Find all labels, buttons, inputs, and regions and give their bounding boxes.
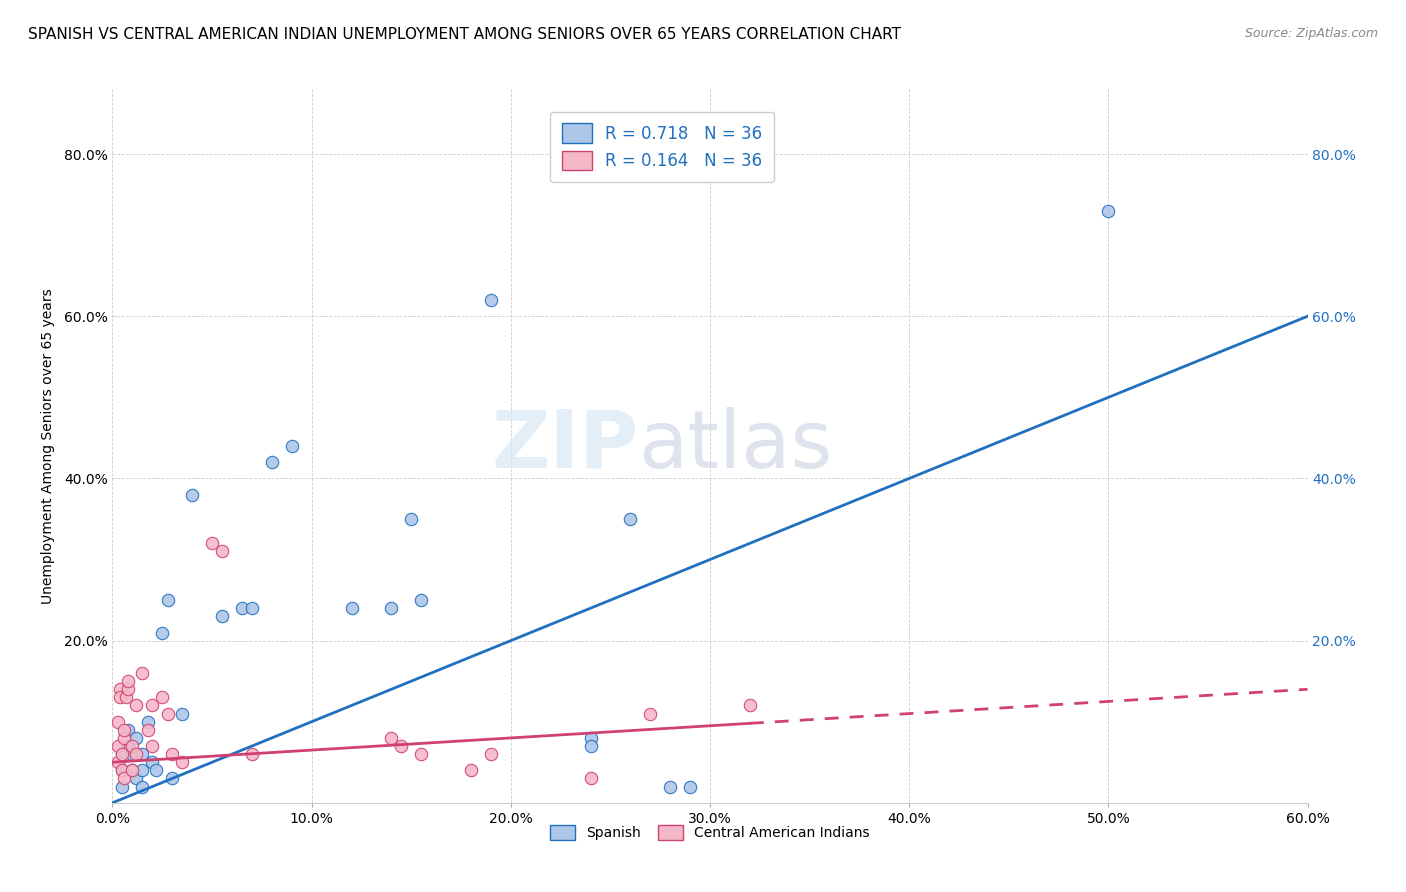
Point	[150, 690, 173, 705]
Point	[157, 593, 180, 607]
Point	[138, 723, 160, 737]
Point	[211, 544, 233, 558]
Point	[115, 690, 138, 705]
Point	[389, 739, 412, 753]
Point	[479, 747, 502, 761]
Point	[121, 764, 143, 778]
Point	[125, 772, 148, 786]
Point	[579, 739, 602, 753]
Point	[141, 739, 163, 753]
Point	[172, 756, 194, 770]
Point	[231, 601, 253, 615]
Y-axis label: Unemployment Among Seniors over 65 years: Unemployment Among Seniors over 65 years	[41, 288, 55, 604]
Point	[131, 666, 153, 681]
Point	[211, 609, 233, 624]
Point	[131, 747, 153, 761]
Point	[401, 512, 423, 526]
Point	[117, 723, 139, 737]
Point	[1097, 203, 1119, 218]
Point	[640, 706, 662, 721]
Point	[150, 625, 173, 640]
Point	[201, 536, 224, 550]
Point	[117, 674, 139, 689]
Point	[260, 455, 283, 469]
Point	[110, 682, 132, 697]
Point	[111, 764, 134, 778]
Point	[138, 714, 160, 729]
Text: atlas: atlas	[638, 407, 832, 485]
Point	[738, 698, 761, 713]
Point	[110, 690, 132, 705]
Point	[111, 764, 134, 778]
Point	[281, 439, 304, 453]
Point	[107, 756, 129, 770]
Point	[121, 764, 143, 778]
Point	[411, 747, 433, 761]
Point	[141, 756, 163, 770]
Point	[619, 512, 641, 526]
Point	[145, 764, 167, 778]
Legend: Spanish, Central American Indians: Spanish, Central American Indians	[546, 820, 875, 846]
Point	[411, 593, 433, 607]
Point	[479, 293, 502, 307]
Point	[172, 706, 194, 721]
Point	[659, 780, 682, 794]
Point	[107, 714, 129, 729]
Point	[380, 731, 402, 745]
Point	[131, 764, 153, 778]
Point	[125, 747, 148, 761]
Point	[340, 601, 363, 615]
Point	[117, 739, 139, 753]
Point	[240, 747, 263, 761]
Text: SPANISH VS CENTRAL AMERICAN INDIAN UNEMPLOYMENT AMONG SENIORS OVER 65 YEARS CORR: SPANISH VS CENTRAL AMERICAN INDIAN UNEMP…	[28, 27, 901, 42]
Point	[460, 764, 482, 778]
Point	[181, 488, 204, 502]
Point	[125, 731, 148, 745]
Text: ZIP: ZIP	[491, 407, 638, 485]
Point	[121, 739, 143, 753]
Point	[240, 601, 263, 615]
Point	[111, 780, 134, 794]
Point	[117, 682, 139, 697]
Point	[107, 739, 129, 753]
Point	[114, 731, 135, 745]
Point	[579, 772, 602, 786]
Point	[579, 731, 602, 745]
Point	[131, 780, 153, 794]
Text: Source: ZipAtlas.com: Source: ZipAtlas.com	[1244, 27, 1378, 40]
Point	[111, 747, 134, 761]
Point	[111, 747, 134, 761]
Point	[162, 772, 183, 786]
Point	[679, 780, 702, 794]
Point	[125, 698, 148, 713]
Point	[114, 723, 135, 737]
Point	[114, 772, 135, 786]
Point	[141, 698, 163, 713]
Point	[157, 706, 180, 721]
Point	[380, 601, 402, 615]
Point	[162, 747, 183, 761]
Point	[121, 747, 143, 761]
